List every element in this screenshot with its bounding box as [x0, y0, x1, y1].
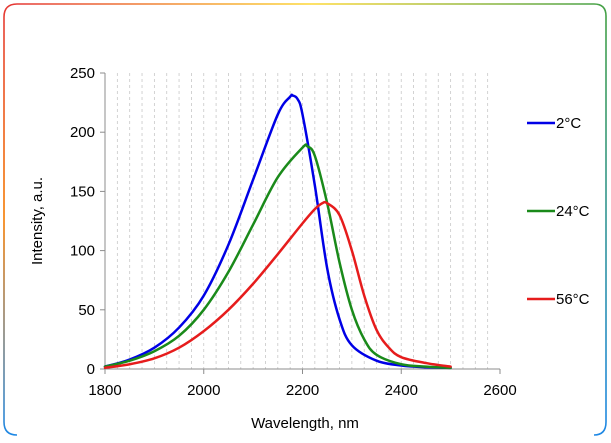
y-tick-label: 200 [70, 124, 95, 141]
x-axis-title: Wavelength, nm [251, 415, 359, 432]
x-tick-label: 2200 [286, 382, 319, 399]
legend-label-3: 56°C [556, 291, 590, 308]
tick-labels: 0 50 100 150 200 250 1800 2000 2200 2400 2600 [70, 65, 517, 399]
y-axis-title: Intensity, a.u. [29, 177, 46, 265]
x-tick-label: 2400 [385, 382, 418, 399]
x-tick-label: 2600 [483, 382, 516, 399]
y-tick-label: 250 [70, 65, 95, 82]
axes [100, 72, 501, 374]
legend-label-2: 24°C [556, 203, 590, 220]
y-tick-label: 100 [70, 243, 95, 260]
legend: 2°C 24°C 56°C [527, 115, 590, 308]
y-tick-label: 50 [78, 302, 95, 319]
series-line-1 [103, 93, 452, 370]
x-tick-label: 2000 [187, 382, 220, 399]
chart-border [3, 3, 607, 436]
y-tick-label: 150 [70, 183, 95, 200]
series-line-3 [103, 200, 452, 370]
series-line-2 [103, 143, 452, 370]
y-tick-label: 0 [87, 361, 95, 378]
x-tick-label: 1800 [88, 382, 121, 399]
legend-label-1: 2°C [556, 115, 581, 132]
series-lines [103, 93, 452, 370]
